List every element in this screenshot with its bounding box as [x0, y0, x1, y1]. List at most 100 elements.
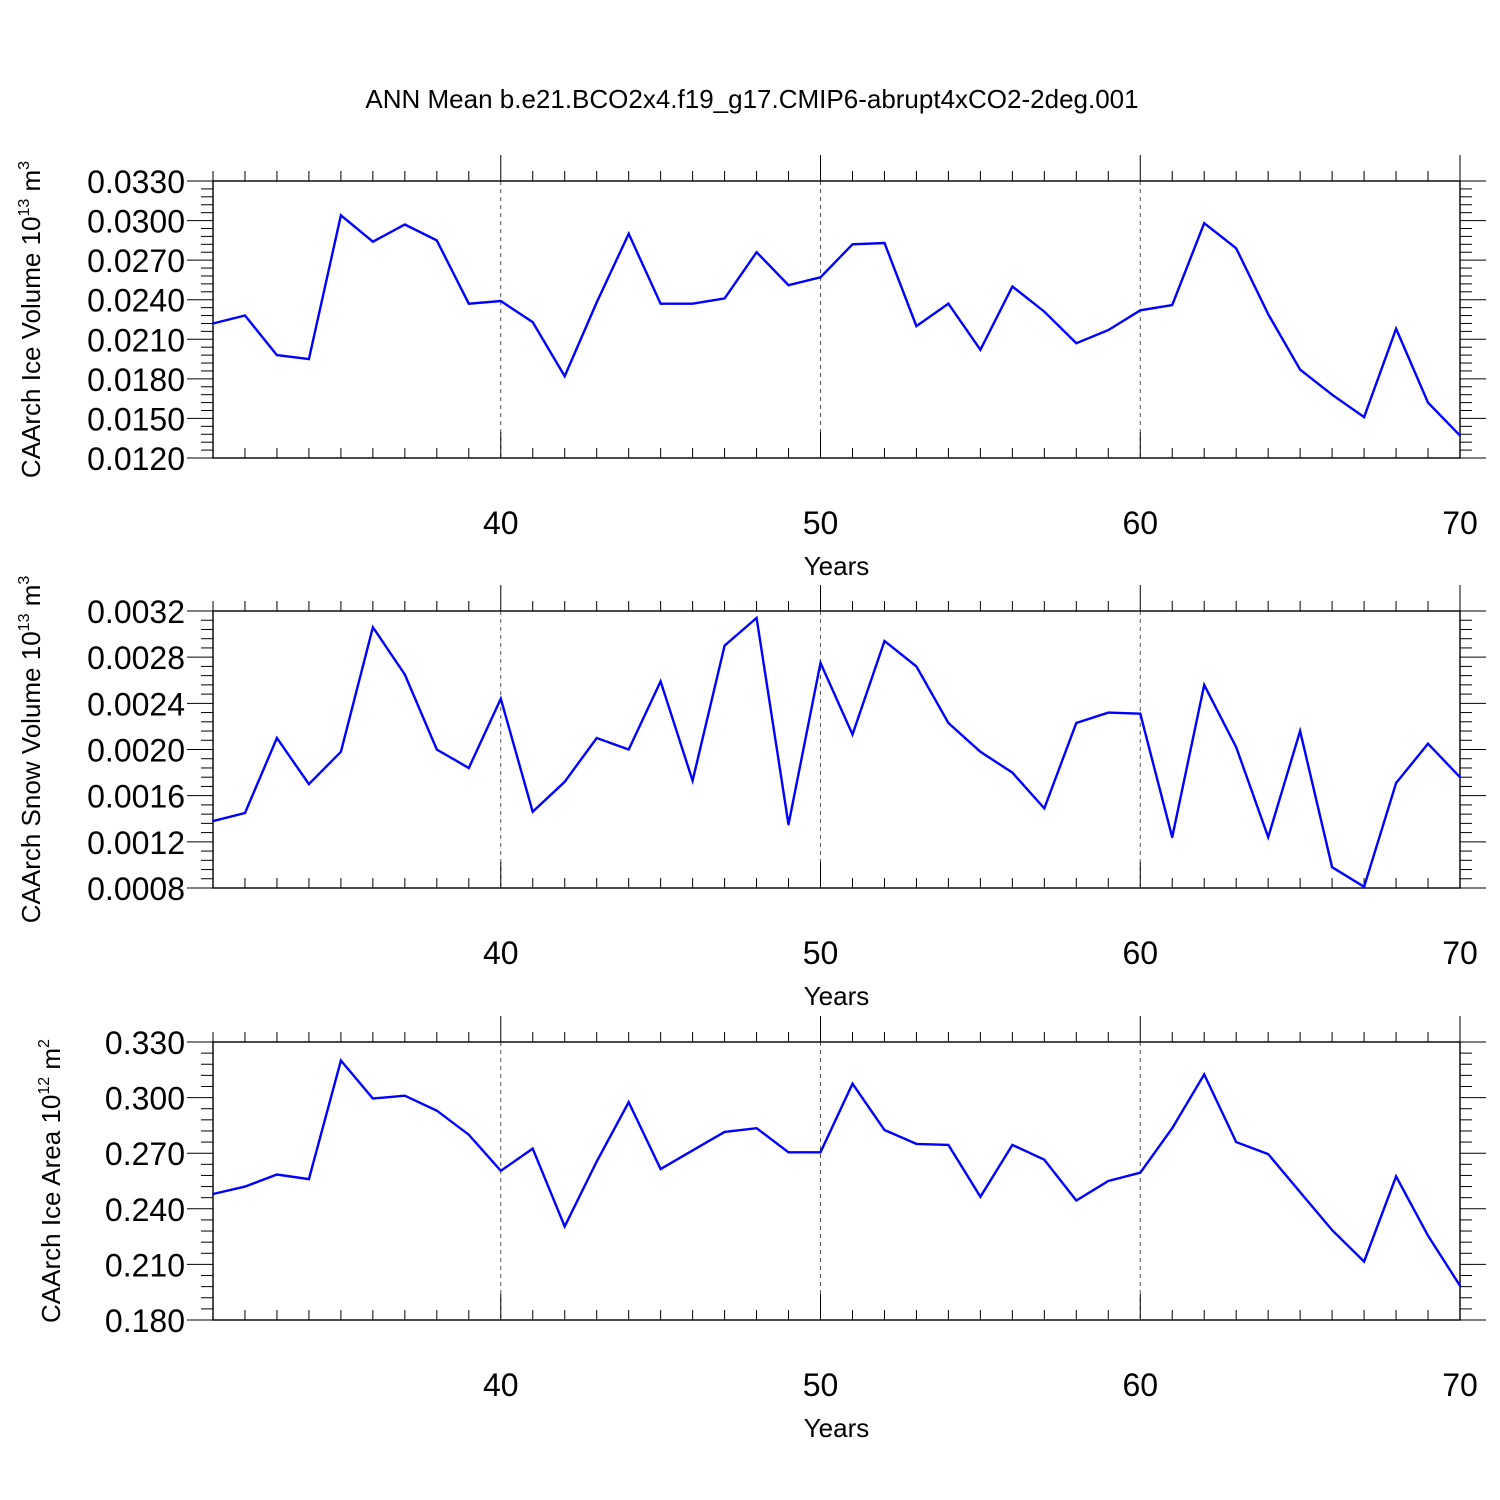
- snow-volume-data-point: [1203, 683, 1206, 686]
- ice-volume-data-point: [1139, 309, 1142, 312]
- ice-area-data-point: [1331, 1229, 1334, 1232]
- ice-volume-data-point: [435, 239, 438, 242]
- snow-volume-data-point: [1267, 836, 1270, 839]
- snow-volume-data-point: [1107, 711, 1110, 714]
- ice-area-data-point: [1299, 1191, 1302, 1194]
- ice-area-data-point: [1075, 1199, 1078, 1202]
- ice-area-data-point: [1235, 1141, 1238, 1144]
- ice-volume-data-point: [1075, 342, 1078, 345]
- ice-area-y-tick-label: 0.300: [105, 1081, 185, 1117]
- snow-volume-data-point: [691, 779, 694, 782]
- ice-area-x-tick-label: 70: [1442, 1367, 1478, 1403]
- ice-volume-data-point: [371, 240, 374, 243]
- ice-volume-y-tick-label: 0.0120: [87, 441, 185, 477]
- snow-volume-data-point: [371, 626, 374, 629]
- ice-volume-data-point: [307, 358, 310, 361]
- snow-volume-data-point: [243, 811, 246, 814]
- snow-volume-data-point: [1011, 771, 1014, 774]
- ice-volume-data-point: [243, 314, 246, 317]
- ice-area-y-tick-label: 0.330: [105, 1025, 185, 1061]
- snow-volume-data-point: [947, 721, 950, 724]
- ice-area-x-tick-label: 60: [1122, 1367, 1158, 1403]
- ice-area-data-point: [403, 1094, 406, 1097]
- ice-volume-series-line: [212, 213, 1461, 437]
- ice-volume-x-tick-label: 40: [483, 505, 519, 541]
- ice-volume-data-point: [979, 348, 982, 351]
- ice-volume-data-point: [659, 302, 662, 305]
- ice-volume-y-tick-label: 0.0180: [87, 362, 185, 398]
- snow-volume-data-point: [1299, 730, 1302, 733]
- snow-volume-y-tick-label: 0.0016: [87, 779, 185, 815]
- ice-area-data-point: [819, 1151, 822, 1154]
- ice-area-data-point: [499, 1169, 502, 1172]
- ice-area-data-point: [1171, 1127, 1174, 1130]
- snow-volume-data-point: [755, 616, 758, 619]
- ice-area-data-point: [659, 1167, 662, 1170]
- ice-volume-y-tick-label: 0.0270: [87, 243, 185, 279]
- snow-volume-data-point: [563, 780, 566, 783]
- ice-area-y-axis-label: CAArch Ice Area 1012 m2: [36, 1039, 66, 1323]
- snow-volume-y-tick-label: 0.0028: [87, 640, 185, 676]
- ice-area-data-point: [851, 1082, 854, 1085]
- ice-volume-data-point: [851, 243, 854, 246]
- snow-volume-data-point: [851, 733, 854, 736]
- ice-area-data-point: [243, 1185, 246, 1188]
- ice-volume-y-tick-label: 0.0210: [87, 322, 185, 358]
- snow-volume-y-tick-label: 0.0012: [87, 825, 185, 861]
- snow-volume-data-point: [1459, 776, 1461, 779]
- ice-volume-plot-frame: [212, 180, 1461, 459]
- snow-volume-data-point: [212, 820, 214, 823]
- snow-volume-data-point: [1075, 721, 1078, 724]
- ice-volume-data-point: [1171, 303, 1174, 306]
- ice-area-data-point: [627, 1101, 630, 1104]
- ice-area-data-point: [1267, 1153, 1270, 1156]
- ice-area-data-point: [1139, 1171, 1142, 1174]
- ice-area-data-point: [915, 1142, 918, 1145]
- snow-volume-data-point: [723, 644, 726, 647]
- ice-volume-x-tick-label: 70: [1442, 505, 1478, 541]
- ice-area-data-point: [467, 1133, 470, 1136]
- snow-volume-data-point: [819, 661, 822, 664]
- ice-area-data-point: [307, 1178, 310, 1181]
- ice-area-y-tick-label: 0.240: [105, 1192, 185, 1228]
- ice-volume-y-tick-label: 0.0300: [87, 204, 185, 240]
- ice-area-x-tick-label: 50: [803, 1367, 839, 1403]
- ice-volume-data-point: [819, 276, 822, 279]
- ice-area-data-point: [1363, 1260, 1366, 1263]
- ice-area-data-point: [787, 1151, 790, 1154]
- ice-volume-x-tick-label: 50: [803, 505, 839, 541]
- ice-volume-data-point: [1107, 329, 1110, 332]
- snow-volume-data-point: [467, 766, 470, 769]
- ice-area-y-tick-label: 0.270: [105, 1136, 185, 1172]
- snow-volume-panel: 0.0008 0.0012 0.0016 0.0020 0.0024 0.0028 0.00…: [16, 576, 1486, 1011]
- ice-area-data-point: [947, 1143, 950, 1146]
- snow-volume-data-point: [1043, 807, 1046, 810]
- ice-area-data-point: [371, 1097, 374, 1100]
- ice-area-data-point: [1427, 1234, 1430, 1237]
- ice-volume-data-point: [531, 321, 534, 324]
- snow-volume-data-point: [627, 748, 630, 751]
- ice-area-data-point: [531, 1147, 534, 1150]
- ice-area-data-point: [435, 1109, 438, 1112]
- ice-area-y-tick-label: 0.210: [105, 1247, 185, 1283]
- ice-volume-data-point: [1427, 401, 1430, 404]
- ice-volume-data-point: [787, 284, 790, 287]
- ice-area-plot-frame: [212, 1041, 1461, 1321]
- ice-volume-panel: 0.01200.01500.01800.02100.02400.02700.03…: [16, 155, 1486, 581]
- ice-area-data-point: [691, 1149, 694, 1152]
- ice-volume-data-point: [595, 301, 598, 304]
- snow-volume-data-point: [1363, 885, 1366, 888]
- ice-area-x-tick-label: 40: [483, 1367, 519, 1403]
- snow-volume-data-point: [915, 665, 918, 668]
- ice-volume-data-point: [1043, 310, 1046, 313]
- snow-volume-x-tick-label: 70: [1442, 935, 1478, 971]
- ice-area-data-point: [1107, 1180, 1110, 1182]
- ice-volume-data-point: [1235, 247, 1238, 250]
- snow-volume-x-axis-label: Years: [804, 981, 870, 1011]
- snow-volume-data-point: [275, 736, 278, 739]
- ice-area-data-point: [595, 1160, 598, 1163]
- snow-volume-data-point: [435, 748, 438, 751]
- ice-volume-data-point: [563, 375, 566, 378]
- snow-volume-data-point: [531, 810, 534, 813]
- snow-volume-data-point: [787, 823, 790, 826]
